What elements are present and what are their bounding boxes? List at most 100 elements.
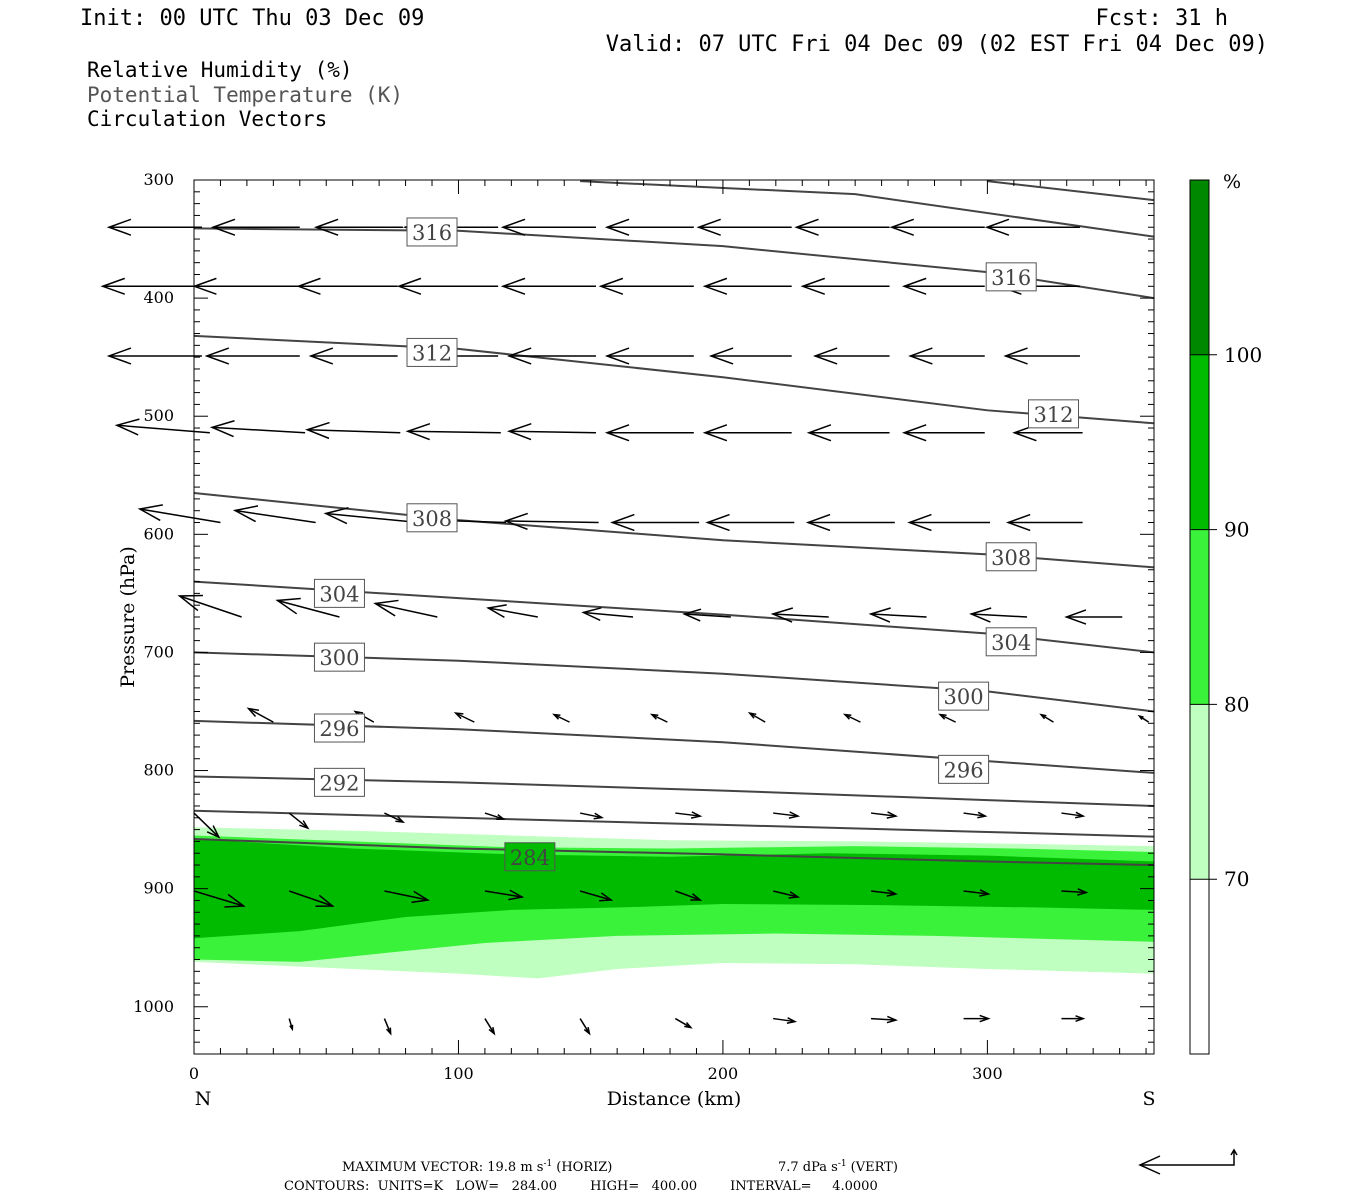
circulation-vector: [552, 713, 570, 723]
circulation-vector: [806, 424, 890, 442]
contour-label-box: [938, 754, 990, 784]
theta-contour-292: [194, 775, 1154, 807]
svg-text:MAXIMUM VECTOR: 19.8 m s-1(HO: MAXIMUM VECTOR: 19.8 m s-1 (HORIZ): [342, 1159, 612, 1175]
x-axis-title: Distance (km): [607, 1088, 742, 1110]
circulation-vector: [209, 420, 306, 438]
circulation-vector: [453, 712, 475, 723]
contour-label-box: [406, 503, 458, 533]
circulation-vector: [908, 347, 985, 365]
circulation-vector: [969, 607, 1028, 623]
circulation-vector: [384, 890, 430, 904]
y-tick-label: 500: [143, 406, 174, 425]
circulation-vector: [770, 607, 829, 623]
theta-contour-304: [194, 580, 1154, 654]
circulation-vector: [579, 1018, 591, 1036]
y-tick-label: 600: [143, 524, 174, 543]
theta-contour-308: [194, 491, 1154, 569]
max-vector-line: MAXIMUM VECTOR: 19.8 m s-1 (HORIZ) 7.7 dP…: [342, 1159, 898, 1175]
circulation-vector: [405, 422, 501, 441]
init-time: Init: 00 UTC Thu 03 Dec 09: [80, 6, 424, 31]
contour-label: 296: [944, 758, 984, 782]
circulation-vector: [288, 812, 310, 830]
circulation-vector: [246, 707, 274, 723]
contour-label: 316: [412, 221, 452, 245]
colorbar-swatch: [1190, 180, 1209, 355]
colorbar-swatch: [1190, 529, 1209, 705]
axes-layer: 300 400 500 600 700 800 900 1000 0 100 200 300: [133, 170, 1154, 1083]
contour-label-box: [406, 217, 458, 247]
circulation-vector: [1061, 1015, 1086, 1023]
theta-contour-320: [580, 180, 1154, 238]
colorbar-swatch: [1190, 704, 1209, 880]
contour-label: 300: [944, 685, 984, 709]
circulation-vector: [773, 1017, 798, 1024]
circulation-vector: [1137, 714, 1150, 723]
circulation-vector: [384, 812, 406, 824]
circulation-vector: [581, 607, 634, 622]
circulation-vector: [275, 597, 340, 618]
contour-label: 304: [991, 631, 1031, 655]
circulation-vector: [963, 811, 988, 819]
circulation-vector: [137, 504, 221, 524]
contour-label-box: [1028, 399, 1080, 429]
circulation-vector: [794, 218, 890, 236]
circulation-vector: [579, 812, 604, 820]
circulation-vector: [500, 218, 596, 236]
circulation-vector: [675, 811, 703, 819]
circulation-vector: [938, 713, 956, 723]
circulation-vector: [500, 277, 596, 295]
circulation-vector: [772, 890, 801, 899]
theta-contour-316: [194, 227, 1154, 300]
circulation-vector: [805, 513, 895, 532]
contour-label: 312: [1033, 403, 1073, 427]
circulation-vector: [106, 218, 202, 236]
rh-band-90: [194, 839, 1154, 939]
circulation-vector: [484, 812, 506, 821]
contour-label-box: [406, 337, 458, 367]
theta-contour-296: [194, 719, 1154, 774]
circulation-vector: [812, 347, 890, 365]
circulation-vector: [747, 712, 766, 723]
circulation-vector: [773, 811, 801, 819]
circulation-vector: [506, 347, 596, 365]
circulation-vector: [193, 812, 221, 839]
circulation-vector: [963, 1014, 991, 1023]
contour-label: 308: [991, 546, 1031, 570]
circulation-vector: [610, 513, 700, 532]
unit-exponent: -1: [838, 1159, 847, 1169]
circulation-vector: [907, 513, 991, 532]
y-tick-label: 700: [143, 642, 174, 661]
circulation-vector: [682, 608, 731, 622]
y-tick-label: 400: [143, 288, 174, 307]
circulation-vector: [484, 889, 525, 901]
circulation-vector: [192, 277, 300, 295]
circulation-vector: [177, 594, 242, 618]
theta-contour-288: [194, 809, 1154, 838]
circulation-vector: [1003, 347, 1080, 365]
contour-label-box: [938, 681, 990, 711]
reference-vector-icon: [1138, 1148, 1238, 1175]
contour-label: 312: [412, 341, 452, 365]
circulation-vector: [901, 277, 985, 295]
rh-fill-layer: [194, 827, 1154, 979]
circulation-vector: [649, 713, 668, 723]
legend-rh: Relative Humidity (%): [87, 58, 353, 82]
circulation-vector: [288, 890, 335, 907]
y-tick-label: 300: [143, 170, 174, 189]
colorbar-swatch: [1190, 354, 1209, 530]
x-end-label-south: S: [1142, 1088, 1155, 1110]
x-tick-label: 100: [443, 1064, 474, 1083]
colorbar-label: 70: [1224, 867, 1249, 891]
legend-theta: Potential Temperature (K): [87, 83, 403, 107]
circulation-vector: [210, 218, 300, 236]
circulation-vector: [702, 277, 792, 295]
colorbar: 70 80 90 100: [1189, 179, 1262, 1055]
contour-label-box: [313, 767, 365, 797]
circulation-vector: [889, 218, 985, 236]
circulation-vector: [100, 277, 202, 295]
circulation-vector: [193, 890, 246, 908]
circulation-vector: [383, 1018, 392, 1036]
circulation-vector: [486, 604, 538, 619]
circulation-vector: [842, 713, 861, 723]
theta-contour-324: [987, 180, 1154, 202]
